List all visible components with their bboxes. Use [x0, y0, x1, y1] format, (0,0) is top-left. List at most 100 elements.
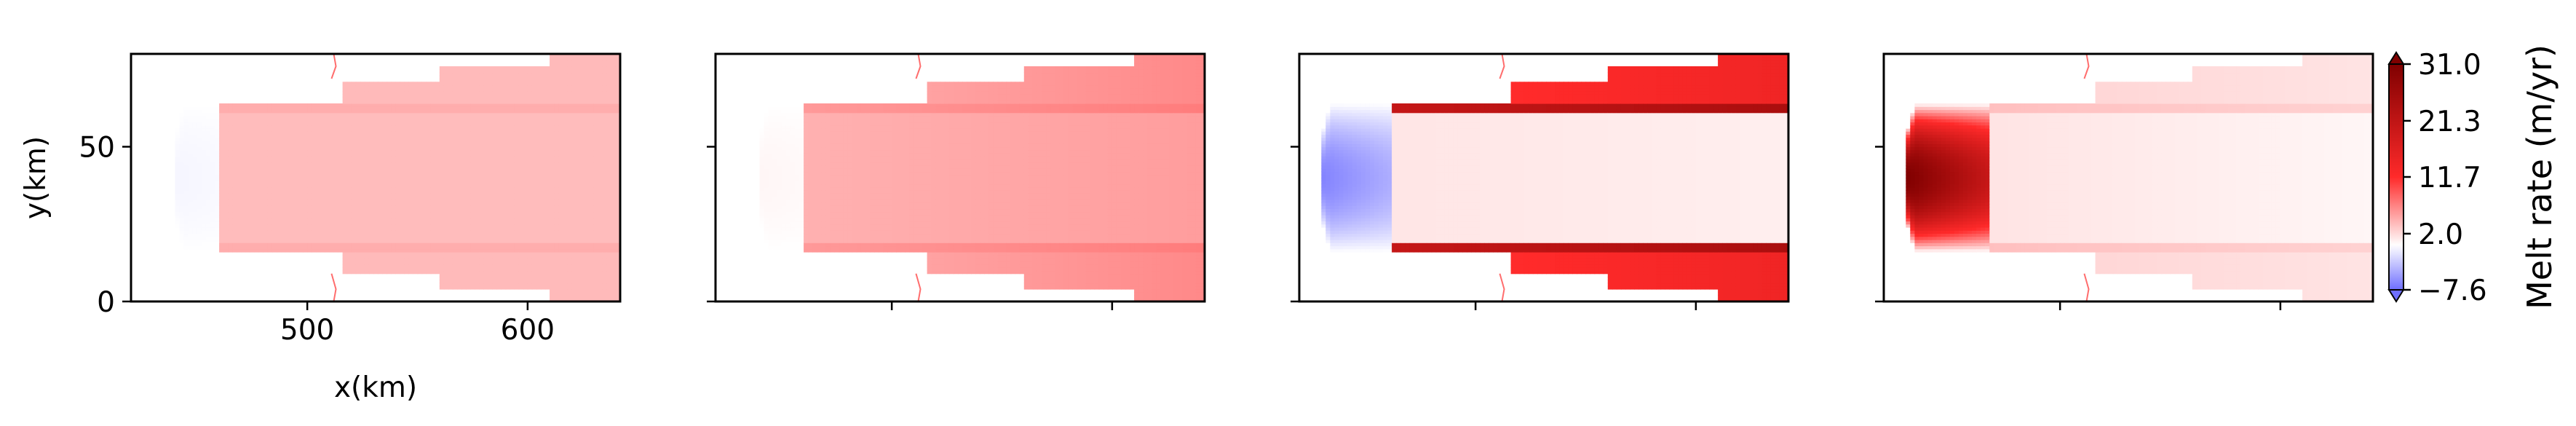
heatmap-cell — [457, 261, 462, 265]
heatmap-cell — [298, 165, 304, 169]
heatmap-cell — [514, 165, 520, 169]
heatmap-cell — [342, 218, 348, 222]
heatmap-cell — [201, 193, 207, 197]
heatmap-cell — [329, 153, 335, 157]
heatmap-cell — [483, 184, 488, 188]
heatmap-cell — [426, 134, 432, 138]
heatmap-cell — [536, 261, 542, 265]
heatmap-cell — [426, 218, 432, 222]
heatmap-cell — [387, 261, 392, 265]
heatmap-cell — [280, 245, 286, 250]
heatmap-cell — [452, 196, 458, 200]
heatmap-cell — [351, 181, 357, 185]
heatmap-cell — [488, 273, 494, 277]
heatmap-cell — [289, 153, 295, 157]
heatmap-cell — [351, 255, 357, 259]
heatmap-cell — [531, 79, 537, 82]
heatmap-cell — [294, 178, 299, 181]
heatmap-cell — [316, 159, 321, 163]
heatmap-cell — [355, 141, 361, 144]
heatmap-cell — [201, 236, 207, 240]
heatmap-cell — [316, 240, 321, 243]
heatmap-cell — [258, 137, 264, 141]
heatmap-cell — [505, 116, 511, 119]
heatmap-cell — [232, 128, 237, 132]
heatmap-cell — [391, 134, 396, 138]
heatmap-cell — [457, 221, 462, 225]
heatmap-cell — [215, 146, 220, 151]
heatmap-cell — [303, 202, 308, 206]
heatmap-cell — [395, 218, 400, 222]
heatmap-cell — [364, 156, 370, 160]
heatmap-cell — [263, 146, 269, 151]
heatmap-cell — [470, 84, 475, 89]
heatmap-cell — [294, 143, 299, 148]
heatmap-cell — [439, 270, 445, 275]
heatmap-cell — [289, 205, 295, 210]
heatmap-cell — [536, 72, 542, 76]
heatmap-cell — [205, 103, 211, 107]
heatmap-cell — [289, 134, 295, 138]
heatmap-cell — [435, 221, 440, 225]
heatmap-cell — [272, 137, 277, 141]
heatmap-cell — [417, 264, 423, 268]
heatmap-cell — [421, 252, 427, 256]
heatmap-cell — [360, 134, 365, 138]
heatmap-cell — [523, 137, 528, 141]
heatmap-cell — [210, 186, 215, 191]
heatmap-cell — [188, 245, 194, 250]
heatmap-cell — [364, 230, 370, 234]
heatmap-cell — [466, 112, 471, 117]
heatmap-cell — [346, 116, 352, 119]
heatmap-cell — [280, 125, 286, 129]
heatmap-cell — [461, 106, 467, 111]
heatmap-cell — [483, 156, 488, 160]
heatmap-cell — [378, 242, 383, 247]
heatmap-cell — [421, 171, 427, 175]
heatmap-cell — [312, 245, 317, 250]
heatmap-cell — [400, 106, 405, 111]
heatmap-cell — [545, 184, 550, 188]
heatmap-cell — [430, 267, 436, 272]
heatmap-cell — [421, 190, 427, 194]
heatmap-cell — [461, 94, 467, 98]
heatmap-cell — [192, 230, 198, 234]
heatmap-cell — [250, 248, 255, 253]
heatmap-cell — [360, 122, 365, 126]
heatmap-cell — [496, 236, 502, 240]
heatmap-cell — [541, 131, 546, 135]
heatmap-cell — [320, 103, 325, 107]
heatmap-cell — [501, 285, 507, 290]
heatmap-cell — [545, 79, 550, 82]
heatmap-cell — [496, 233, 502, 237]
heatmap-cell — [391, 233, 396, 237]
heatmap-cell — [276, 159, 282, 163]
heatmap-cell — [550, 258, 555, 262]
heatmap-cell — [531, 128, 537, 132]
heatmap-cell — [175, 199, 181, 203]
heatmap-cell — [417, 199, 423, 203]
heatmap-cell — [496, 193, 502, 197]
heatmap-cell — [267, 162, 273, 166]
heatmap-cell — [387, 270, 392, 275]
heatmap-cell — [272, 125, 277, 129]
heatmap-cell — [307, 248, 312, 253]
heatmap-cell — [267, 242, 273, 247]
heatmap-cell — [545, 69, 550, 74]
heatmap-cell — [404, 106, 410, 111]
heatmap-cell — [338, 196, 344, 200]
heatmap-cell — [250, 159, 255, 163]
heatmap-cell — [387, 264, 392, 268]
heatmap-cell — [435, 184, 440, 188]
heatmap-cell — [470, 215, 475, 218]
heatmap-cell — [267, 156, 273, 160]
heatmap-cell — [289, 125, 295, 129]
heatmap-cell — [501, 97, 507, 101]
heatmap-cell — [263, 196, 269, 200]
heatmap-cell — [457, 106, 462, 111]
heatmap-cell — [237, 131, 242, 135]
heatmap-cell — [294, 184, 299, 188]
heatmap-cell — [492, 162, 498, 166]
heatmap-cell — [307, 149, 312, 154]
heatmap-cell — [527, 221, 533, 225]
